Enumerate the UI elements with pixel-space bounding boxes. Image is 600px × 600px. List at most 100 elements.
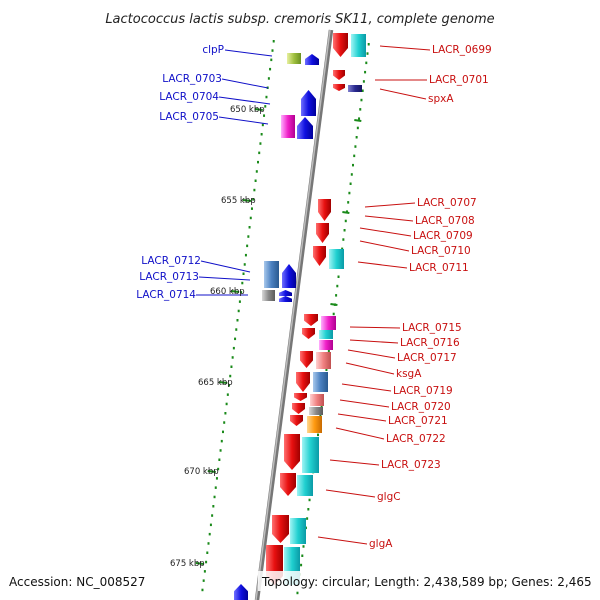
ruler-dot	[231, 356, 234, 359]
label-leader	[325, 489, 376, 498]
reverse-gene-arrow	[305, 54, 319, 65]
gene-label-LACR_0720[interactable]: LACR_0720	[391, 401, 451, 413]
gene-label-LACR_0716[interactable]: LACR_0716	[400, 337, 460, 349]
ruler-dot	[316, 433, 319, 437]
ruler-dot	[206, 551, 209, 554]
ruler-dot	[214, 486, 217, 489]
cog-box	[321, 316, 336, 330]
ruler-dot	[341, 247, 344, 251]
ruler-dot	[366, 52, 369, 55]
ruler-dot	[343, 229, 346, 232]
ruler-dot	[358, 117, 361, 120]
cog-box	[281, 115, 295, 138]
ruler-dot	[352, 163, 355, 167]
label-leader	[347, 349, 396, 359]
cog-box	[309, 407, 323, 415]
ruler-dot	[217, 467, 220, 471]
ruler-dot	[348, 191, 351, 195]
label-leader	[335, 427, 385, 440]
ruler-dot	[302, 545, 305, 548]
ruler-dot	[228, 384, 231, 387]
ruler-dot	[267, 77, 270, 80]
ruler-dot	[240, 291, 243, 294]
ruler-dot	[232, 346, 235, 350]
cog-box	[313, 372, 328, 392]
ruler-dot	[356, 126, 359, 130]
gene-label-LACR_0704[interactable]: LACR_0704	[159, 91, 219, 103]
ruler-dot	[220, 439, 223, 443]
kbp-label-655: 655 kbp	[221, 196, 256, 206]
reverse-gene-arrow	[282, 264, 296, 288]
gene-label-LACR_0722[interactable]: LACR_0722	[386, 433, 446, 445]
label-leader	[317, 536, 368, 545]
ruler-dot	[236, 319, 239, 322]
ruler-dot	[307, 508, 310, 511]
label-leader	[337, 413, 387, 422]
gene-label-LACR_0705[interactable]: LACR_0705	[159, 111, 219, 123]
ruler-dot	[237, 309, 240, 313]
label-leader	[379, 88, 427, 100]
ruler-dot	[364, 70, 367, 74]
ruler-dot	[353, 154, 356, 158]
ruler-dot	[212, 505, 215, 508]
gene-label-LACR_0699[interactable]: LACR_0699	[432, 44, 492, 56]
forward-gene-arrow	[300, 351, 313, 368]
gene-label-LACR_0703[interactable]: LACR_0703	[162, 73, 222, 85]
ruler-dot	[359, 108, 362, 111]
gene-label-LACR_0709[interactable]: LACR_0709	[413, 230, 473, 242]
gene-label-LACR_0717[interactable]: LACR_0717	[397, 352, 457, 364]
ruler-dot	[265, 95, 268, 99]
reverse-gene-arrow	[279, 290, 292, 296]
label-leader	[359, 240, 410, 252]
ruler-dot	[202, 579, 205, 582]
reverse-gene-arrow	[297, 117, 313, 139]
gene-label-LACR_0713[interactable]: LACR_0713	[139, 271, 199, 283]
kbp-label-675: 675 kbp	[170, 559, 205, 569]
label-leader	[364, 215, 414, 222]
gene-label-glgA[interactable]: glgA	[369, 538, 393, 550]
gene-label-LACR_0701[interactable]: LACR_0701	[429, 74, 489, 86]
gene-label-LACR_0715[interactable]: LACR_0715	[402, 322, 462, 334]
gene-label-ksgA[interactable]: ksgA	[396, 368, 422, 380]
kbp-tick	[242, 199, 252, 202]
label-leader	[357, 261, 408, 269]
gene-label-LACR_0712[interactable]: LACR_0712	[141, 255, 201, 267]
genome-backbone	[254, 29, 334, 600]
footer-accession: Accession: NC_008527	[9, 575, 145, 589]
ruler-dot	[246, 244, 249, 248]
label-leader	[379, 45, 431, 51]
cog-box	[307, 416, 322, 433]
ruler-dot	[350, 173, 353, 176]
map-title: Lactococcus lactis subsp. cremoris SK11,…	[105, 12, 494, 27]
gene-label-LACR_0719[interactable]: LACR_0719	[393, 385, 453, 397]
forward-gene-arrow	[272, 515, 289, 543]
ruler-dot	[347, 201, 350, 204]
gene-label-clpP[interactable]: clpP	[202, 44, 224, 56]
gene-label-LACR_0710[interactable]: LACR_0710	[411, 245, 471, 257]
gene-label-glgC[interactable]: glgC	[377, 491, 401, 503]
gene-label-LACR_0721[interactable]: LACR_0721	[388, 415, 448, 427]
gene-label-LACR_0708[interactable]: LACR_0708	[415, 215, 475, 227]
ruler-dot	[205, 560, 208, 564]
label-leader	[364, 202, 416, 208]
ruler-dot	[258, 151, 261, 155]
gene-label-LACR_0714[interactable]: LACR_0714	[136, 289, 196, 301]
kbp-label-660: 660 kbp	[210, 287, 245, 297]
ruler-dot	[254, 179, 257, 182]
forward-gene-arrow	[333, 33, 348, 57]
cog-box	[287, 53, 301, 64]
kbp-tick	[207, 470, 216, 473]
gene-label-LACR_0707[interactable]: LACR_0707	[417, 197, 477, 209]
label-leader	[349, 339, 399, 344]
label-leader	[341, 383, 392, 392]
gene-label-spxA[interactable]: spxA	[428, 93, 454, 105]
gene-label-LACR_0711[interactable]: LACR_0711	[409, 262, 469, 274]
forward-gene-arrow	[333, 70, 345, 80]
ruler-dot	[244, 253, 247, 257]
gene-label-LACR_0723[interactable]: LACR_0723	[381, 459, 441, 471]
ruler-dot	[224, 412, 227, 415]
cog-box	[319, 340, 333, 350]
ruler-dot	[263, 114, 266, 117]
footer-topology: Topology: circular; Length: 2,438,589 bp…	[261, 575, 592, 589]
ruler-dot	[354, 145, 357, 148]
